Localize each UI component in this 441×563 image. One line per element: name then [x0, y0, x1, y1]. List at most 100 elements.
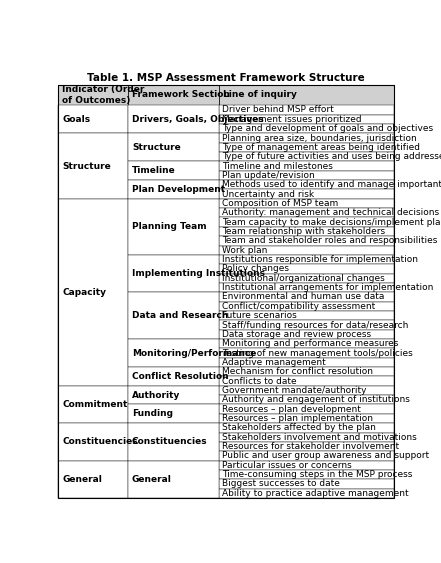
Bar	[219, 414, 394, 423]
Bar	[219, 152, 394, 162]
Text: Implementing Institutions: Implementing Institutions	[132, 269, 265, 278]
Text: Timeline and milestones: Timeline and milestones	[222, 162, 333, 171]
Bar	[128, 162, 219, 180]
Bar	[219, 442, 394, 451]
Bar	[128, 133, 219, 162]
Text: Management issues prioritized: Management issues prioritized	[222, 115, 362, 124]
Text: Planning area size, boundaries, jurisdiction: Planning area size, boundaries, jurisdic…	[222, 133, 417, 142]
Bar	[219, 283, 394, 292]
Bar	[219, 255, 394, 264]
Bar	[219, 292, 394, 302]
Bar	[128, 461, 219, 498]
Text: Institutions responsible for implementation: Institutions responsible for implementat…	[222, 255, 419, 264]
Bar	[219, 377, 394, 386]
Text: Plan Development: Plan Development	[132, 185, 225, 194]
Bar	[58, 199, 128, 386]
Bar	[58, 133, 128, 199]
Text: Government mandate/authority: Government mandate/authority	[222, 386, 367, 395]
Text: Methods used to identify and manage important areas: Methods used to identify and manage impo…	[222, 180, 441, 189]
Bar	[219, 84, 394, 105]
Text: Constituencies: Constituencies	[62, 437, 138, 446]
Text: Testing of new management tools/policies: Testing of new management tools/policies	[222, 348, 413, 358]
Text: Stakeholders affected by the plan: Stakeholders affected by the plan	[222, 423, 376, 432]
Text: Timeline: Timeline	[132, 166, 176, 175]
Bar	[219, 208, 394, 217]
Text: Biggest successes to date: Biggest successes to date	[222, 480, 340, 489]
Text: Work plan: Work plan	[222, 245, 268, 254]
Text: Policy changes: Policy changes	[222, 265, 289, 274]
Bar	[219, 386, 394, 395]
Bar	[219, 189, 394, 199]
Bar	[219, 162, 394, 171]
Text: Stakeholders involvement and motivations: Stakeholders involvement and motivations	[222, 433, 417, 442]
Bar	[219, 245, 394, 255]
Bar	[128, 255, 219, 292]
Bar	[219, 124, 394, 133]
Bar	[219, 489, 394, 498]
Bar	[128, 386, 219, 404]
Bar	[128, 367, 219, 386]
Bar	[219, 461, 394, 470]
Bar	[128, 292, 219, 339]
Text: Structure: Structure	[132, 143, 181, 152]
Text: Composition of MSP team: Composition of MSP team	[222, 199, 339, 208]
Bar	[219, 358, 394, 367]
Text: Future scenarios: Future scenarios	[222, 311, 297, 320]
Bar	[58, 423, 128, 461]
Bar	[219, 451, 394, 461]
Bar	[219, 227, 394, 236]
Bar	[219, 115, 394, 124]
Text: Table 1. MSP Assessment Framework Structure: Table 1. MSP Assessment Framework Struct…	[87, 73, 365, 83]
Text: Plan update/revision: Plan update/revision	[222, 171, 315, 180]
Bar	[58, 105, 128, 133]
Bar	[219, 404, 394, 414]
Text: Mechanism for conflict resolution: Mechanism for conflict resolution	[222, 367, 374, 376]
Text: Institutional arrangements for implementation: Institutional arrangements for implement…	[222, 283, 434, 292]
Text: Authority and engagement of institutions: Authority and engagement of institutions	[222, 395, 410, 404]
Bar	[128, 423, 219, 461]
Text: Type of management areas being identified: Type of management areas being identifie…	[222, 143, 420, 152]
Bar	[219, 311, 394, 320]
Bar	[219, 479, 394, 489]
Text: Authority: Authority	[132, 391, 180, 400]
Bar	[219, 302, 394, 311]
Bar	[219, 395, 394, 404]
Text: Type of future activities and uses being addressed: Type of future activities and uses being…	[222, 152, 441, 161]
Bar	[219, 432, 394, 442]
Bar	[128, 404, 219, 423]
Bar	[219, 339, 394, 348]
Bar	[219, 171, 394, 180]
Text: Framework Section: Framework Section	[132, 91, 230, 100]
Bar	[128, 180, 219, 199]
Bar	[58, 386, 128, 423]
Bar	[219, 217, 394, 227]
Text: Resources – plan development: Resources – plan development	[222, 405, 361, 414]
Text: General: General	[62, 475, 102, 484]
Text: Goals: Goals	[62, 115, 90, 124]
Text: Monitoring and performance measures: Monitoring and performance measures	[222, 339, 399, 348]
Text: Funding: Funding	[132, 409, 173, 418]
Bar	[219, 180, 394, 189]
Text: Authority: management and technical decisions: Authority: management and technical deci…	[222, 208, 440, 217]
Text: Conflict/compatibility assessment: Conflict/compatibility assessment	[222, 302, 376, 311]
Bar	[128, 199, 219, 255]
Text: Ability to practice adaptive management: Ability to practice adaptive management	[222, 489, 409, 498]
Bar	[128, 339, 219, 367]
Bar	[219, 330, 394, 339]
Text: Drivers, Goals, Objectives: Drivers, Goals, Objectives	[132, 115, 264, 124]
Bar	[219, 470, 394, 479]
Text: Public and user group awareness and support: Public and user group awareness and supp…	[222, 452, 430, 461]
Text: Adaptive management: Adaptive management	[222, 358, 326, 367]
Bar	[219, 320, 394, 330]
Text: Conflict Resolution: Conflict Resolution	[132, 372, 228, 381]
Bar	[219, 264, 394, 274]
Text: Constituencies: Constituencies	[132, 437, 208, 446]
Text: Resources for stakeholder involvement: Resources for stakeholder involvement	[222, 442, 400, 451]
Text: Environmental and human use data: Environmental and human use data	[222, 292, 385, 301]
Bar	[219, 199, 394, 208]
Text: Team and stakeholder roles and responsibilities: Team and stakeholder roles and responsib…	[222, 236, 438, 245]
Bar	[58, 84, 128, 105]
Text: Indicator (Order
of Outcomes): Indicator (Order of Outcomes)	[62, 85, 145, 105]
Bar	[219, 133, 394, 142]
Bar	[219, 348, 394, 358]
